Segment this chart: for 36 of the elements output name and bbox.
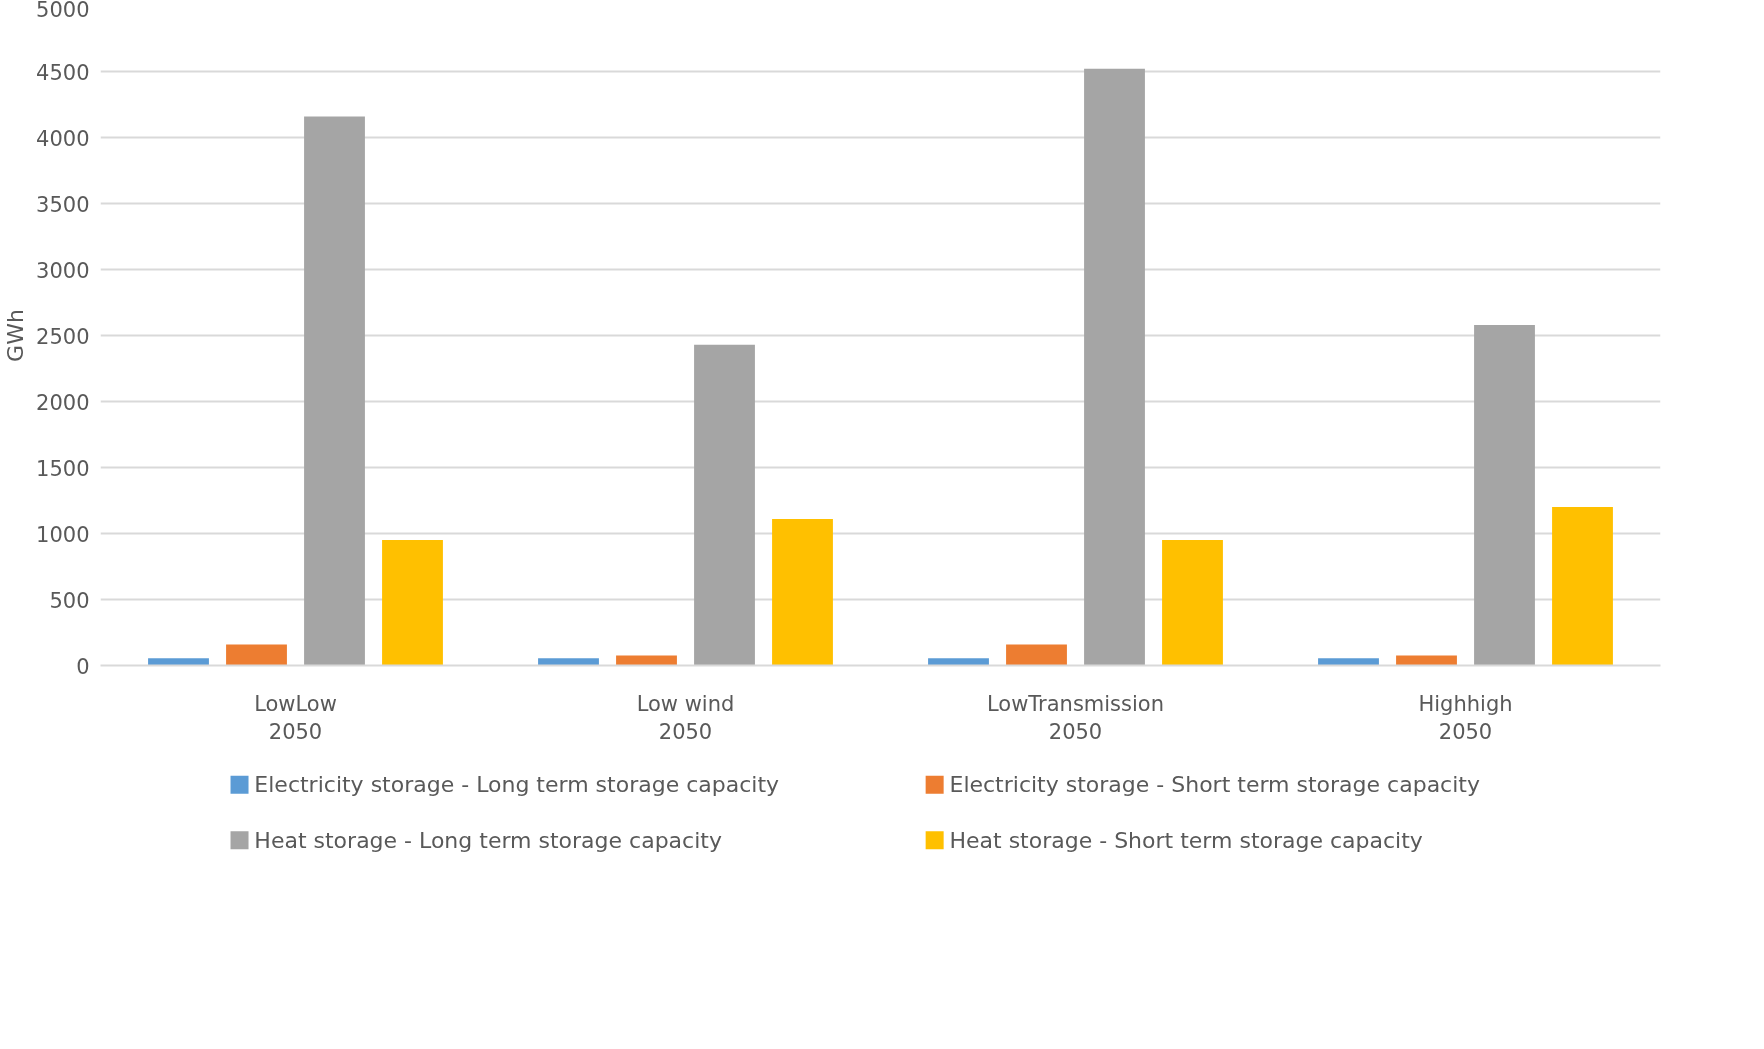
y-tick-label: 1500 <box>36 456 90 481</box>
bar <box>304 116 365 666</box>
legend-label: Heat storage - Long term storage capacity <box>254 827 722 853</box>
bar <box>226 644 287 666</box>
x-tick-label: Highhigh 2050 <box>1418 691 1513 745</box>
bar <box>1084 68 1145 666</box>
y-tick-label: 2500 <box>36 324 90 349</box>
bar <box>1552 507 1613 666</box>
legend-label: Electricity storage - Long term storage capacity <box>254 772 780 798</box>
legend-label: Heat storage - Short term storage capacity <box>949 827 1423 853</box>
y-tick-label: 3000 <box>36 258 90 283</box>
bar <box>928 658 989 666</box>
bar <box>694 344 755 666</box>
y-tick-label: 0 <box>76 654 90 679</box>
x-tick-label: LowTransmission 2050 <box>986 691 1165 745</box>
bar <box>616 655 677 666</box>
y-tick-label: 3500 <box>36 192 90 217</box>
y-tick-label: 5000 <box>36 0 90 22</box>
bar <box>1162 540 1223 666</box>
bar <box>1474 324 1535 666</box>
bar <box>772 518 833 666</box>
bar <box>1006 644 1067 666</box>
bar <box>1396 655 1457 666</box>
y-tick-label: 4500 <box>36 60 90 85</box>
legend-label: Electricity storage - Short term storage capacity <box>949 772 1480 798</box>
bar <box>538 658 599 666</box>
bar <box>1318 658 1379 666</box>
y-tick-label: 500 <box>49 588 90 613</box>
y-tick-label: 2000 <box>36 390 90 415</box>
bar <box>148 658 209 666</box>
y-axis-title: GWh <box>3 309 29 362</box>
bar <box>382 540 443 666</box>
x-tick-label: Low wind 2050 <box>636 691 735 745</box>
y-tick-label: 1000 <box>36 522 90 547</box>
y-tick-label: 4000 <box>36 126 90 151</box>
x-tick-label: LowLow 2050 <box>254 691 337 745</box>
